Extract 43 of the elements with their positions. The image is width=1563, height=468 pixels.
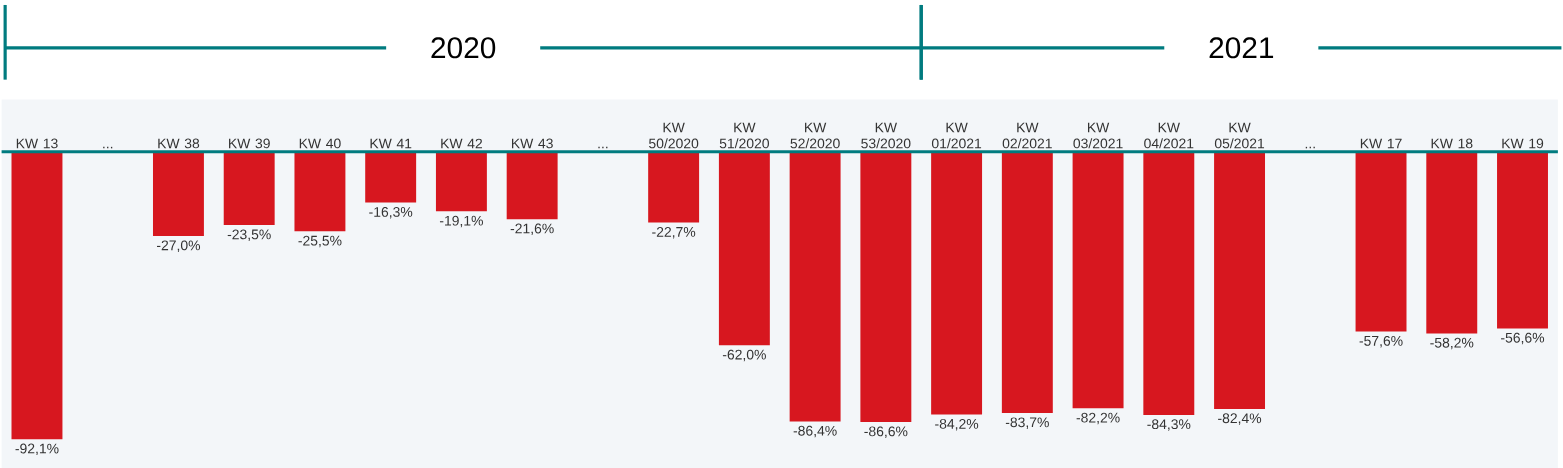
data-label: -62,0% [722,349,766,362]
data-label: -86,6% [864,426,908,438]
x-tick-label: KW 40 [299,138,341,149]
x-tick-label: KW 52/2020 [790,122,840,149]
x-tick-label: KW 53/2020 [861,122,911,149]
x-tick-label: KW 19 [1502,138,1544,149]
x-tick-label: KW 18 [1431,138,1473,149]
x-tick-label: ... [103,146,113,149]
data-label: -58,2% [1430,337,1474,350]
data-label: -86,4% [793,425,837,438]
data-label: -57,6% [1359,335,1403,348]
text: 2021 [1209,37,1274,59]
x-tick-label: ... [1305,146,1315,149]
data-label: -21,6% [510,223,554,236]
data-label: -19,1% [439,215,483,228]
x-tick-label: KW 43 [512,138,553,149]
text: 2020 [431,37,496,59]
data-label: -82,4% [1218,413,1262,425]
data-label: -16,3% [369,207,413,219]
data-label: -92,1% [15,443,59,456]
x-tick-label: KW 17 [1360,138,1402,149]
data-label: -25,5% [298,235,342,248]
x-tick-label: KW 38 [158,138,200,149]
data-label: -22,7% [652,227,696,239]
x-tick-label: KW 04/2021 [1144,122,1194,149]
data-label: -83,7% [1005,417,1049,429]
data-label: -56,6% [1501,332,1545,345]
x-tick-label: KW 01/2021 [931,122,982,149]
data-label: -84,3% [1147,419,1191,431]
x-tick-label: KW 05/2021 [1214,122,1265,149]
x-tick-label: KW 42 [441,138,483,149]
x-tick-label: KW 41 [370,138,412,149]
x-tick-label: KW 02/2021 [1002,122,1052,149]
x-tick-label: KW 50/2020 [649,122,699,149]
data-label: -84,2% [935,418,979,431]
data-label: -27,0% [157,240,201,252]
x-tick-label: KW 51/2020 [719,122,770,149]
data-label: -82,2% [1076,412,1120,425]
x-tick-label: KW 39 [229,138,270,149]
x-tick-label: ... [598,146,608,149]
x-tick-label: KW 13 [16,138,58,149]
data-label: -23,5% [227,229,271,241]
x-tick-label: KW 03/2021 [1073,122,1123,149]
